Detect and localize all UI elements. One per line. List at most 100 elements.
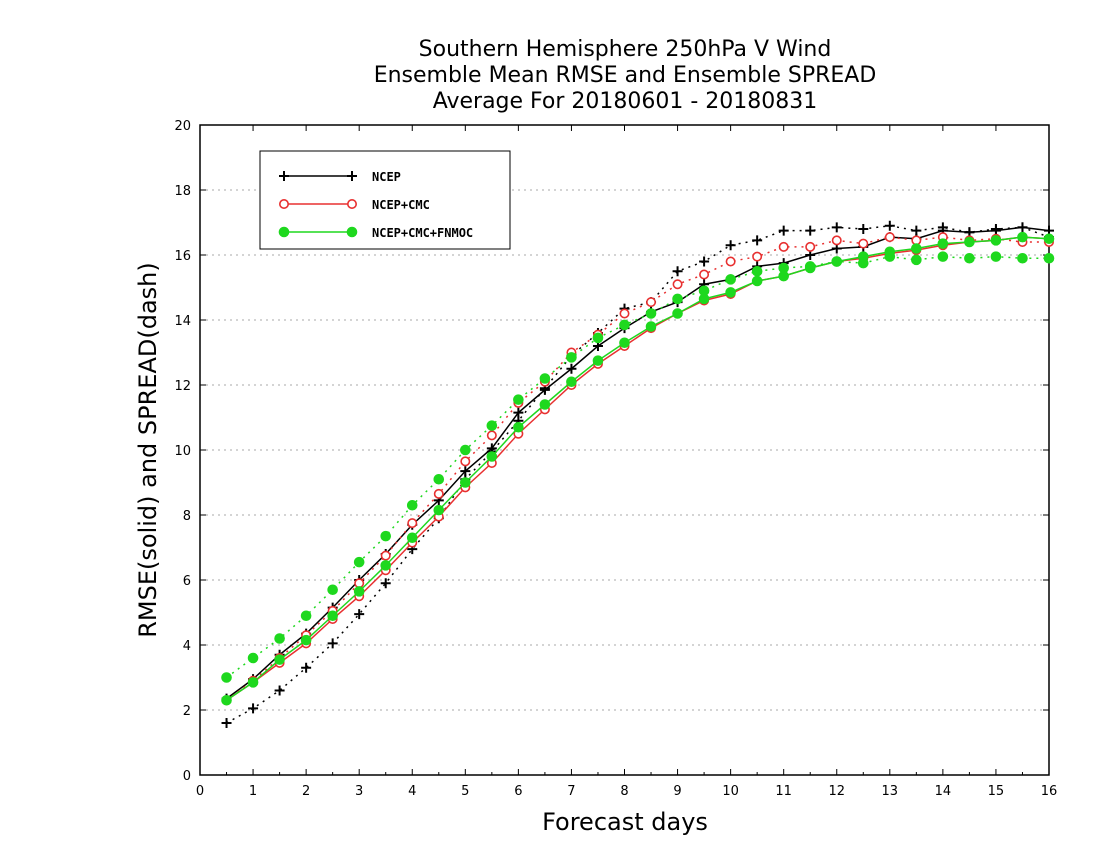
x-tick-label: 10 [722,784,739,799]
point-ncep-spread [699,256,710,267]
point-ncep-cmc-spread [407,518,418,529]
point-ncep-cmc-fnmoc-spread [380,530,392,542]
point-ncep-cmc-fnmoc-rmse [911,243,922,254]
y-tick-label: 18 [174,184,191,199]
point-ncep-spread [884,220,895,231]
chart-title-line-1: Southern Hemisphere 250hPa V Wind [418,37,832,62]
y-tick-label: 14 [174,314,191,329]
point-ncep-cmc-spread [646,297,657,308]
point-ncep-cmc-fnmoc-spread [300,610,312,622]
x-tick-label: 7 [567,784,575,799]
x-tick-label: 4 [408,784,416,799]
series-ncep-cmc-fnmoc-rmse-line [226,236,1050,701]
x-tick-label: 0 [196,784,204,799]
point-ncep-spread [274,685,285,696]
x-tick-label: 6 [514,784,522,799]
x-tick-label: 12 [828,784,845,799]
y-tick-label: 20 [174,119,191,134]
series-ncep-cmc-rmse-line [226,236,1050,701]
legend-marker-ncep-right [347,171,357,181]
point-ncep-spread [327,638,338,649]
y-tick-label: 6 [183,574,191,589]
y-tick-label: 16 [174,249,191,264]
point-ncep-cmc-fnmoc-rmse [274,654,285,665]
point-ncep-cmc-fnmoc-spread [751,265,763,277]
chart-title-line-2: Ensemble Mean RMSE and Ensemble SPREAD [373,63,877,88]
point-ncep-cmc-fnmoc-rmse [884,246,896,258]
point-ncep-spread [778,225,789,236]
series-ncep-cmc-spread-line [226,236,1049,701]
x-tick-label: 15 [988,784,1005,799]
point-ncep-cmc-spread [380,550,391,561]
point-ncep-cmc-spread [433,488,444,499]
point-ncep-cmc-fnmoc-rmse [672,308,683,319]
point-ncep-cmc-fnmoc-spread [990,251,1002,262]
point-ncep-cmc-fnmoc-spread [937,251,949,262]
point-ncep-cmc-fnmoc-rmse [460,477,471,488]
point-ncep-cmc-spread [486,430,497,441]
y-tick-label: 0 [183,769,191,784]
point-ncep-cmc-fnmoc-rmse [221,694,232,706]
point-ncep-rmse [1017,222,1028,233]
point-ncep-cmc-fnmoc-spread [1043,252,1055,264]
point-ncep-cmc-fnmoc-spread [566,352,577,363]
point-ncep-spread [752,235,763,246]
point-ncep-cmc-fnmoc-rmse [353,586,365,597]
point-ncep-cmc-fnmoc-spread [406,499,418,511]
point-ncep-cmc-fnmoc-rmse [857,251,869,262]
x-axis-label: Forecast days [542,808,708,836]
x-tick-label: 14 [935,784,952,799]
legend-label-ncep: NCEP [372,170,401,184]
x-tick-label: 9 [673,784,681,799]
point-ncep-cmc-fnmoc-rmse [566,376,577,388]
point-ncep-rmse [513,407,524,418]
point-ncep-cmc-fnmoc-rmse [619,337,630,349]
point-ncep-cmc-fnmoc-rmse [964,236,975,248]
point-ncep-cmc-fnmoc-spread [221,672,232,683]
point-ncep-cmc-fnmoc-spread [964,252,975,264]
series-ncep-rmse-line [226,226,1050,700]
point-ncep-cmc-fnmoc-rmse [486,451,498,462]
point-ncep-spread [380,578,391,589]
legend-marker-ncep-left [279,171,289,181]
point-ncep-cmc-fnmoc-rmse [778,270,789,282]
point-ncep-cmc-spread [460,456,471,467]
point-ncep-spread [831,222,842,233]
point-ncep-cmc-fnmoc-rmse [698,293,710,305]
point-ncep-cmc-spread [752,251,763,262]
x-tick-label: 8 [620,784,628,799]
y-tick-label: 10 [174,444,191,459]
chart-title-line-3: Average For 20180601 - 20180831 [432,89,818,114]
point-ncep-cmc-fnmoc-spread [327,584,338,596]
point-ncep-cmc-fnmoc-spread [725,274,736,285]
point-ncep-cmc-fnmoc-rmse [831,256,843,267]
point-ncep-spread [221,718,232,728]
point-ncep-cmc-fnmoc-rmse [406,532,418,544]
point-ncep-spread [725,240,736,251]
series-ncep-spread-line [226,224,1050,724]
point-ncep-cmc-fnmoc-spread [911,254,922,266]
x-tick-label: 16 [1041,784,1058,799]
y-tick-label: 12 [174,379,191,394]
legend-marker-ncep-cmc-fnmoc-right [346,226,358,238]
x-tick-label: 13 [882,784,899,799]
point-ncep-cmc-fnmoc-rmse [804,262,816,274]
point-ncep-cmc-fnmoc-rmse [539,399,551,410]
point-ncep-cmc-fnmoc-rmse [937,238,949,249]
point-ncep-cmc-spread [805,241,816,252]
point-ncep-cmc-spread [672,279,683,290]
point-ncep-cmc-fnmoc-spread [274,633,285,644]
legend-label-ncep-cmc: NCEP+CMC [372,198,430,212]
y-tick-label: 4 [183,639,191,654]
point-ncep-cmc-fnmoc-rmse [327,610,338,622]
point-ncep-cmc-fnmoc-rmse [380,560,392,571]
point-ncep-cmc-fnmoc-rmse [1017,231,1028,243]
point-ncep-cmc-fnmoc-spread [619,319,630,331]
point-ncep-rmse [566,363,577,374]
point-ncep-cmc-spread [619,308,630,319]
point-ncep-spread [248,703,259,714]
y-tick-label: 8 [183,509,191,524]
point-ncep-cmc-spread [884,232,895,243]
legend-marker-ncep-cmc-left [278,199,289,210]
point-ncep-cmc-fnmoc-spread [486,420,498,431]
